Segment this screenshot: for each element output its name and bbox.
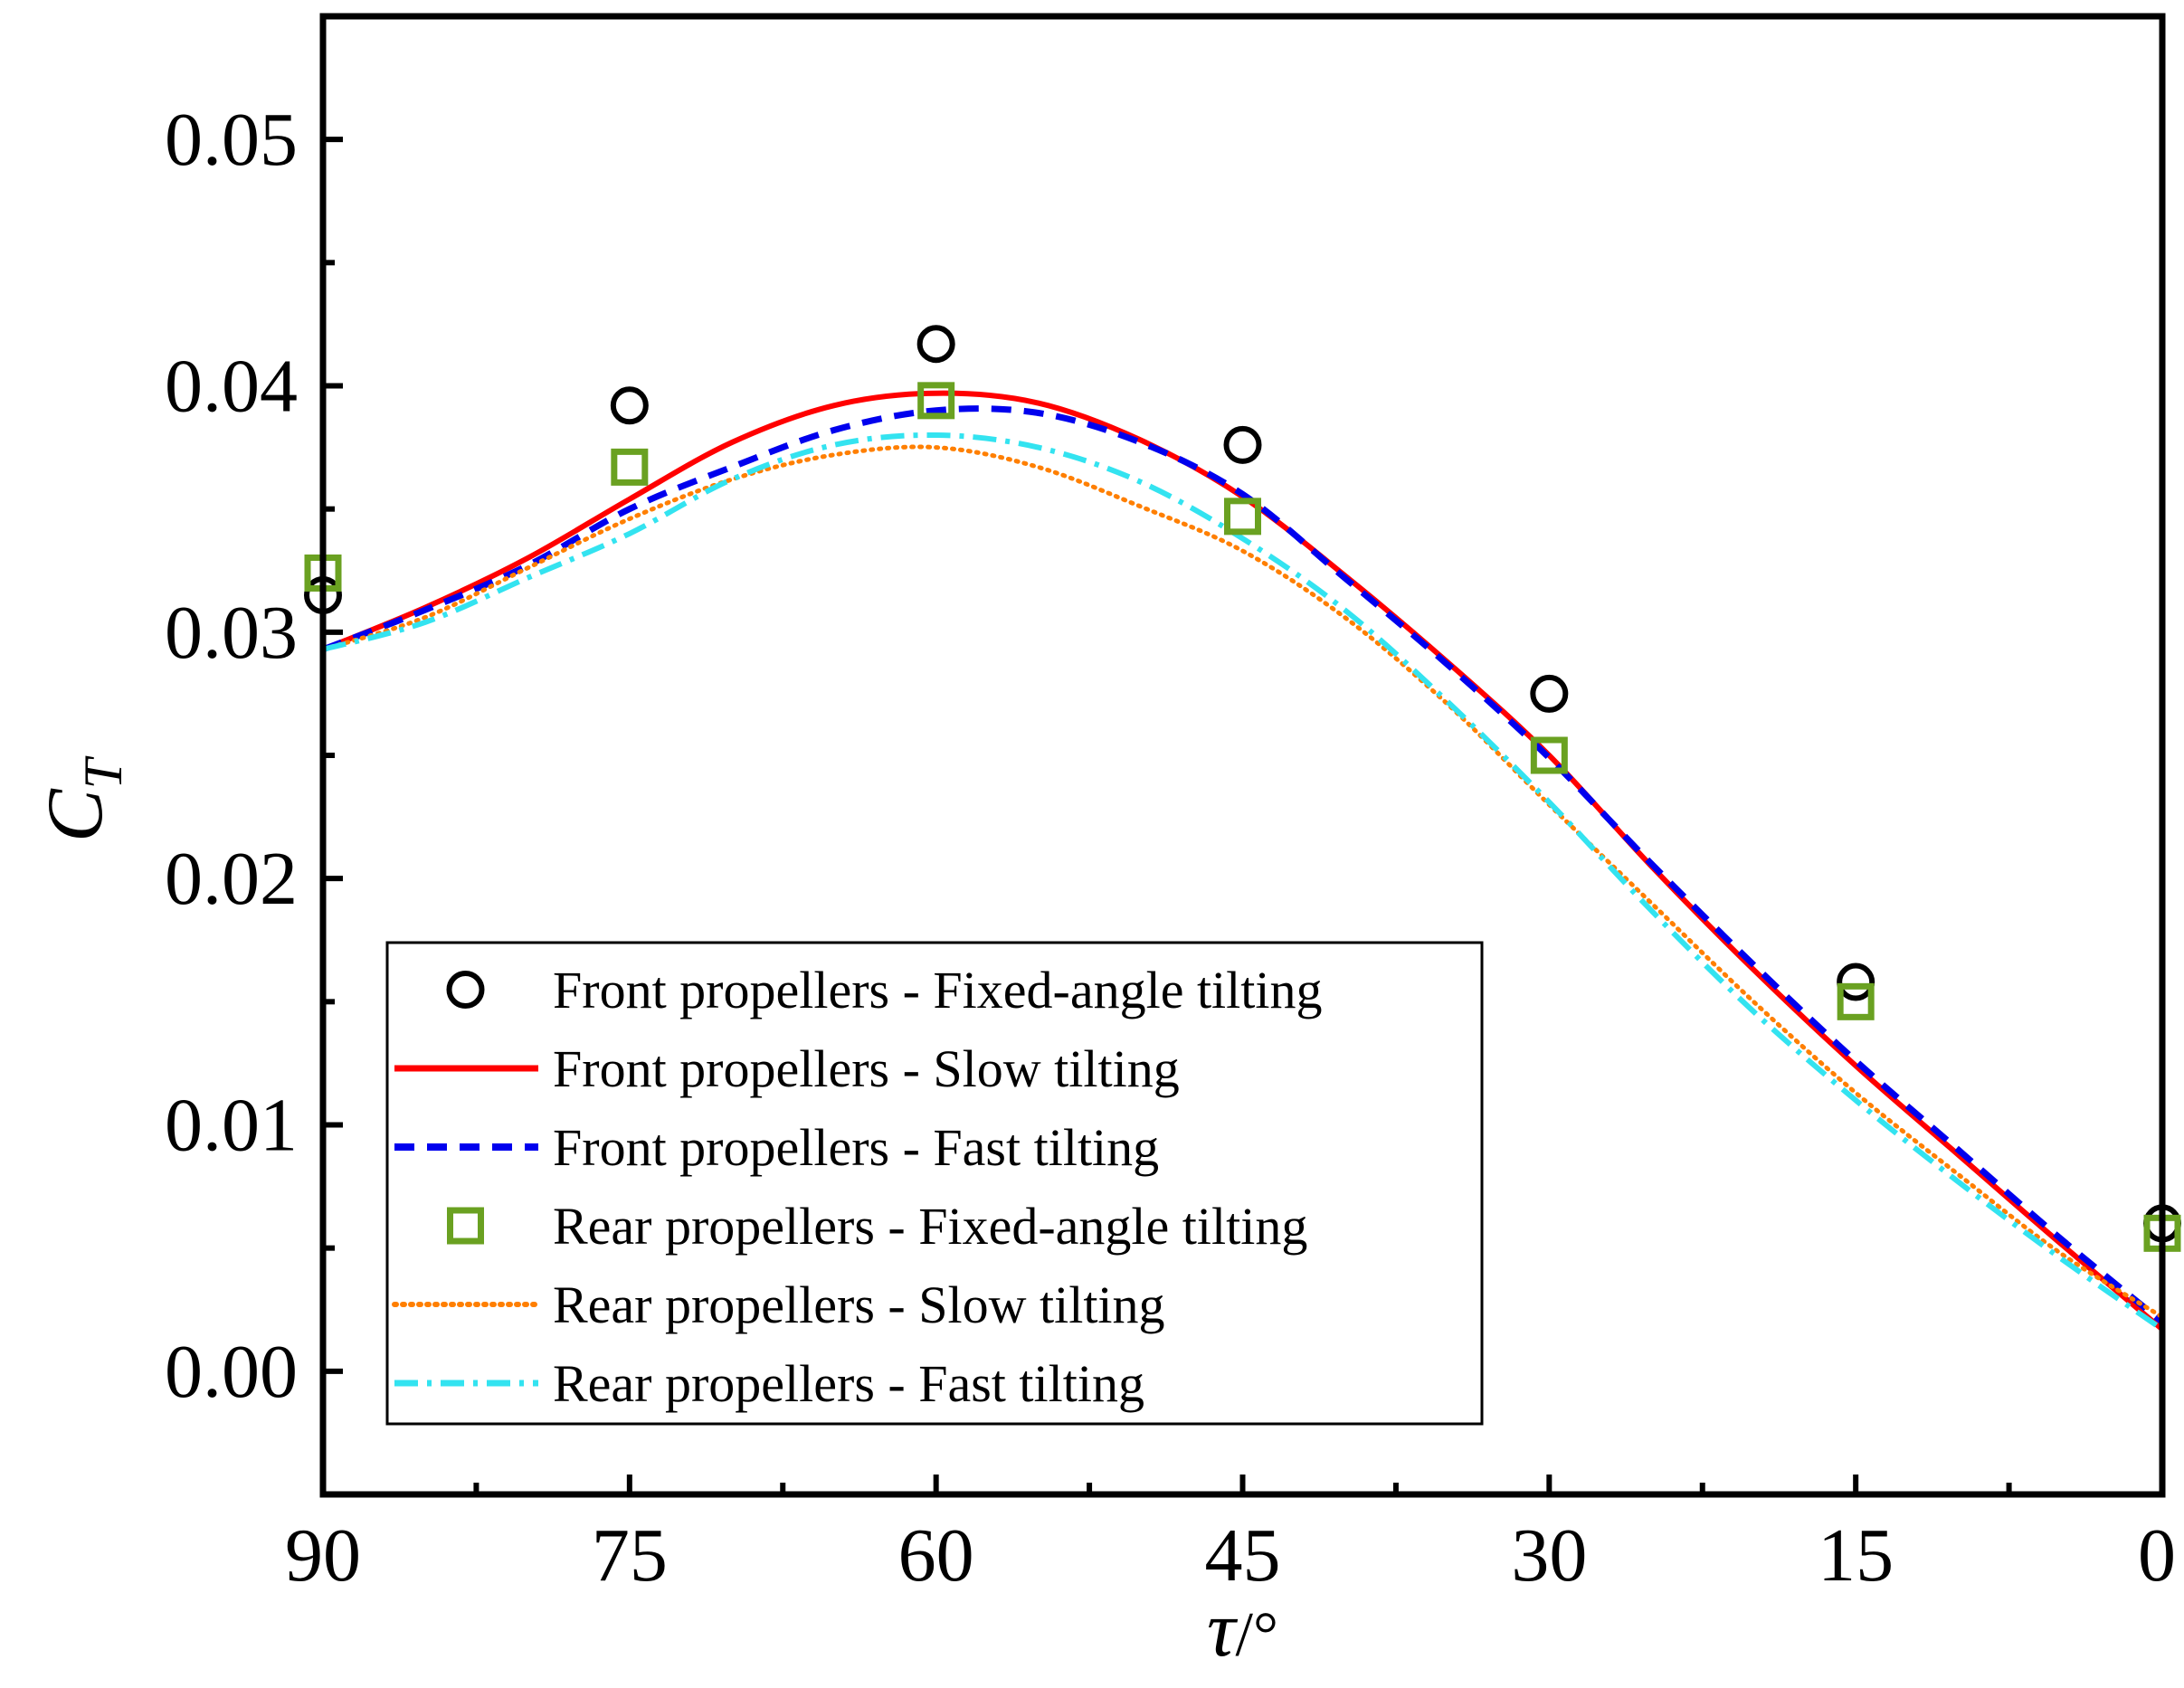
legend-label: Front propellers - Fixed-angle tilting bbox=[553, 961, 1323, 1019]
legend-item: Rear propellers - Fast tilting bbox=[394, 1354, 1144, 1413]
y-tick-label: 0.03 bbox=[165, 591, 298, 675]
x-axis-title-unit: /° bbox=[1236, 1600, 1278, 1670]
x-axis-title-symbol: τ bbox=[1207, 1586, 1239, 1674]
series-line-front-propellers-fast-tilting bbox=[321, 405, 2165, 1325]
series-line-rear-propellers-slow-tilting bbox=[320, 444, 2165, 1320]
x-tick-label: 30 bbox=[1511, 1513, 1587, 1598]
data-point-circle bbox=[1837, 963, 1875, 1001]
legend-symbol-circle bbox=[446, 971, 485, 1009]
axes: 0.00 0.01 0.02 0.03 0.04 0.05 90 75 60 45 30 15 0 bbox=[165, 13, 2176, 1598]
legend-item: Front propellers - Slow tilting bbox=[394, 1039, 1180, 1098]
y-tick-label: 0.02 bbox=[165, 837, 298, 921]
data-point-square bbox=[611, 448, 649, 486]
legend-box bbox=[385, 941, 1484, 1426]
legend-item: Front propellers - Fixed-angle tilting bbox=[446, 961, 1323, 1019]
legend-label: Front propellers - Fast tilting bbox=[553, 1118, 1159, 1177]
data-point-circle bbox=[610, 386, 649, 425]
legend-item: Front propellers - Fast tilting bbox=[394, 1118, 1159, 1177]
data-point-circle bbox=[1223, 425, 1262, 464]
legend-label: Rear propellers - Fixed-angle tilting bbox=[553, 1197, 1307, 1256]
data-point-circle bbox=[1530, 674, 1569, 713]
legend: Front propellers - Fixed-angle tilting Fr… bbox=[385, 941, 1484, 1426]
x-tick-label: 90 bbox=[285, 1513, 361, 1598]
x-axis-title: τ/° bbox=[1207, 1586, 1278, 1674]
data-point-square bbox=[1837, 982, 1875, 1020]
data-point-square bbox=[917, 382, 955, 420]
x-tick-label: 15 bbox=[1818, 1513, 1894, 1598]
data-point-square bbox=[1224, 498, 1261, 536]
x-tick-label: 0 bbox=[2138, 1513, 2176, 1598]
legend-label: Front propellers - Slow tilting bbox=[553, 1039, 1180, 1098]
y-tick-label: 0.00 bbox=[165, 1330, 298, 1414]
y-tick-label: 0.04 bbox=[165, 345, 298, 429]
x-tick-label: 75 bbox=[592, 1513, 668, 1598]
axis-labels: CT τ/° bbox=[32, 755, 1278, 1674]
y-tick-label: 0.01 bbox=[165, 1084, 298, 1168]
legend-item: Rear propellers - Fixed-angle tilting bbox=[447, 1197, 1307, 1256]
legend-label: Rear propellers - Slow tilting bbox=[553, 1275, 1165, 1334]
y-axis-title: CT bbox=[32, 755, 133, 842]
data-point-square bbox=[1530, 736, 1568, 774]
x-tick-label: 60 bbox=[898, 1513, 974, 1598]
series-line-front-propellers-slow-tilting bbox=[321, 390, 2164, 1332]
legend-item: Rear propellers - Slow tilting bbox=[392, 1275, 1165, 1334]
series-line-rear-propellers-fast-tilting bbox=[322, 431, 2164, 1332]
x-tick-label: 45 bbox=[1205, 1513, 1281, 1598]
y-axis-title-symbol: C bbox=[32, 788, 119, 842]
y-axis-title-subscript: T bbox=[73, 755, 133, 789]
data-point-circle bbox=[916, 325, 955, 364]
legend-label: Rear propellers - Fast tilting bbox=[553, 1354, 1144, 1413]
legend-symbol-square bbox=[447, 1207, 484, 1245]
y-tick-label: 0.05 bbox=[165, 98, 298, 182]
